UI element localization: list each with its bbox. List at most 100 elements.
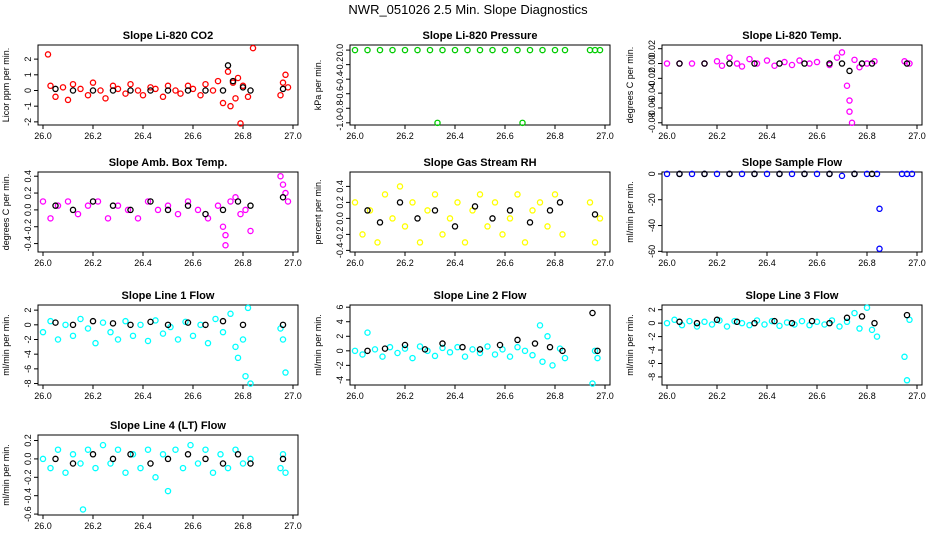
data-point xyxy=(843,82,851,89)
y-tick-label: 2 xyxy=(335,334,345,339)
x-tick-label: 26.4 xyxy=(134,391,152,401)
data-point xyxy=(247,380,254,387)
data-point xyxy=(374,239,381,246)
chart-title: Slope Li-820 Pressure xyxy=(423,30,538,42)
data-point xyxy=(144,446,152,453)
data-point xyxy=(364,207,371,214)
data-point xyxy=(122,90,129,97)
x-tick-label: 26.6 xyxy=(184,131,202,141)
data-point xyxy=(109,455,117,463)
chart-title: Slope Li-820 CO2 xyxy=(123,30,213,42)
data-point xyxy=(529,207,536,214)
x-tick-label: 27.0 xyxy=(284,391,302,401)
data-point xyxy=(836,323,843,330)
x-tick-label: 26.4 xyxy=(446,131,464,141)
data-point xyxy=(284,198,292,205)
data-point xyxy=(184,198,192,205)
data-point xyxy=(214,202,222,209)
data-point xyxy=(544,223,551,230)
data-point xyxy=(184,202,192,209)
data-point xyxy=(359,231,366,238)
data-point xyxy=(539,46,546,54)
data-point xyxy=(84,91,92,99)
panel-slope-li-820-co2: Slope Li-820 CO2 Licor ppm per min. 26.0 26… xyxy=(1,30,302,141)
data-point xyxy=(154,206,162,214)
data-point xyxy=(247,202,254,209)
data-point xyxy=(376,219,384,226)
data-point xyxy=(77,315,84,323)
data-point xyxy=(416,343,424,350)
data-point xyxy=(127,206,134,214)
data-point xyxy=(753,60,761,67)
data-point xyxy=(726,60,733,67)
data-point xyxy=(396,183,404,190)
y-tick-label: 0.0 xyxy=(23,204,33,217)
data-point xyxy=(279,181,287,188)
data-point xyxy=(833,54,841,61)
y-tick-label: 0 xyxy=(335,348,345,353)
data-point xyxy=(476,349,484,357)
y-tick-label: -0.6 xyxy=(335,86,345,102)
x-tick-label: 26.4 xyxy=(758,131,776,141)
data-point xyxy=(379,353,386,360)
data-point xyxy=(139,91,147,99)
data-point xyxy=(219,317,227,325)
series-selected xyxy=(364,199,599,230)
data-point xyxy=(484,343,491,350)
series-selected xyxy=(676,170,876,178)
data-point xyxy=(514,343,521,351)
y-tick-label: 0 xyxy=(23,322,33,327)
data-point xyxy=(164,321,172,329)
data-point xyxy=(109,87,117,94)
data-point xyxy=(219,87,227,94)
data-point xyxy=(39,455,47,463)
data-point xyxy=(858,313,866,320)
data-point xyxy=(813,58,821,66)
data-point xyxy=(591,239,599,246)
data-point xyxy=(484,223,491,230)
data-point xyxy=(197,91,204,99)
data-point xyxy=(224,464,232,472)
data-point xyxy=(219,328,227,336)
panel-slope-amb-box-temp: Slope Amb. Box Temp. degrees C per min. 26… xyxy=(1,157,302,268)
data-point xyxy=(416,239,424,246)
x-tick-label: 26.6 xyxy=(808,391,826,401)
data-point xyxy=(906,316,913,324)
y-axis-label: percent per min. xyxy=(313,179,323,244)
data-point xyxy=(234,354,242,362)
data-point xyxy=(788,170,796,178)
data-point xyxy=(751,319,758,327)
x-tick-label: 26.0 xyxy=(658,391,676,401)
data-point xyxy=(826,170,833,178)
data-point xyxy=(544,333,551,340)
data-point xyxy=(152,474,159,481)
data-point xyxy=(277,172,284,180)
data-point xyxy=(454,199,461,206)
x-tick-label: 27.0 xyxy=(908,131,926,141)
data-point xyxy=(459,343,466,351)
series-all xyxy=(351,46,604,127)
data-point xyxy=(129,451,137,458)
data-point xyxy=(401,223,409,230)
data-point xyxy=(591,211,599,218)
y-axis-label: ml/min per min. xyxy=(625,314,635,376)
data-point xyxy=(813,170,821,178)
data-point xyxy=(279,336,287,343)
data-point xyxy=(903,60,911,67)
data-point xyxy=(776,60,783,67)
x-tick-label: 26.0 xyxy=(34,391,52,401)
x-tick-label: 26.0 xyxy=(346,131,364,141)
data-point xyxy=(783,319,791,326)
data-point xyxy=(239,336,247,343)
data-point xyxy=(282,71,289,79)
data-point xyxy=(424,207,431,214)
data-point xyxy=(476,191,484,198)
data-point xyxy=(546,343,554,351)
data-point xyxy=(209,469,217,476)
data-point xyxy=(222,242,229,249)
data-point xyxy=(464,46,471,54)
data-point xyxy=(526,219,534,226)
data-point xyxy=(446,215,454,222)
chart-title: Slope Gas Stream RH xyxy=(423,157,536,169)
